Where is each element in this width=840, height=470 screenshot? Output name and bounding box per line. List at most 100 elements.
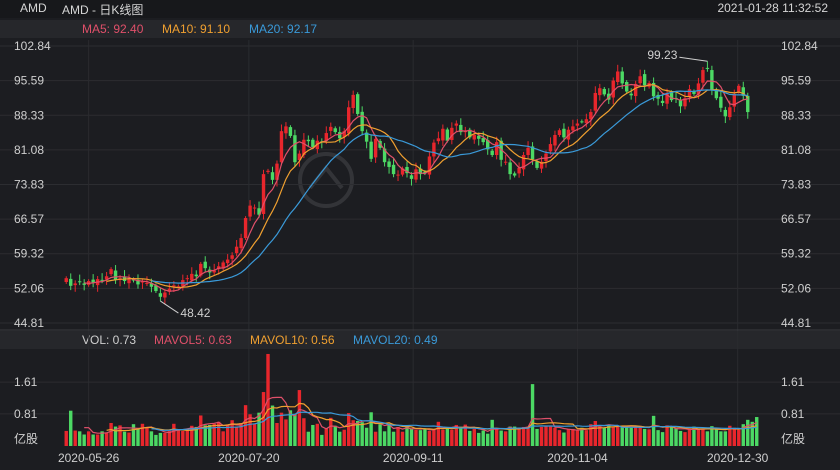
candle-body xyxy=(373,138,378,158)
volume-bar xyxy=(136,428,140,446)
volume-bar xyxy=(746,419,750,446)
candle-body xyxy=(127,278,131,284)
candle-body xyxy=(701,70,705,83)
candle-body xyxy=(73,283,77,286)
volume-bar xyxy=(315,423,320,446)
volume-tick-right: 1.61 xyxy=(781,375,805,389)
volume-bar xyxy=(248,414,252,446)
volume-bar xyxy=(167,430,172,446)
volume-bar xyxy=(131,424,136,446)
candle-body xyxy=(275,163,279,180)
candle-body xyxy=(329,126,333,131)
candle-body xyxy=(239,238,243,249)
candle-body xyxy=(642,74,647,86)
high-label: 99.23 xyxy=(647,48,677,62)
volume-bar xyxy=(212,423,216,446)
candle-body xyxy=(261,174,266,214)
date-tick: 2020-07-20 xyxy=(218,451,280,465)
candle-body xyxy=(710,70,714,90)
candle-body xyxy=(176,286,181,288)
volume-bar xyxy=(329,417,333,446)
candle-body xyxy=(746,95,750,113)
volume-bar xyxy=(526,426,530,446)
volume-bar xyxy=(109,422,113,446)
volume-bar xyxy=(342,429,346,446)
candle-body xyxy=(297,153,302,161)
candle-body xyxy=(391,164,396,175)
volume-bar xyxy=(284,419,288,446)
volume-bar xyxy=(423,429,427,446)
candle-body xyxy=(490,150,494,156)
volume-bar xyxy=(360,422,364,446)
volume-bar xyxy=(302,418,306,446)
candle-body xyxy=(199,263,203,276)
price-tick-right: 102.84 xyxy=(781,39,818,53)
volume-bar xyxy=(418,430,423,446)
date-tick: 2020-11-04 xyxy=(547,451,608,465)
volume-tick-right: 0.81 xyxy=(781,407,805,421)
volume-bar xyxy=(683,432,687,446)
volume-bar xyxy=(714,428,719,446)
volume-bar xyxy=(454,424,459,446)
ma20-line xyxy=(151,89,748,284)
mavol20-label: MAVOL20: 0.49 xyxy=(353,333,438,347)
candle-body xyxy=(553,134,557,146)
candle-body xyxy=(732,93,737,107)
volume-bar xyxy=(575,430,580,446)
candle-body xyxy=(454,123,459,126)
volume-bar xyxy=(338,431,342,446)
volume-bar xyxy=(261,392,266,446)
candle-body xyxy=(468,129,472,138)
candle-body xyxy=(266,170,270,172)
price-tick-right: 88.33 xyxy=(781,108,811,122)
candle-body xyxy=(508,162,512,175)
price-tick-left: 59.32 xyxy=(14,247,44,261)
price-tick-left: 102.84 xyxy=(14,39,51,53)
volume-bar xyxy=(373,431,378,446)
candle-body xyxy=(737,85,741,92)
volume-bar xyxy=(333,425,337,446)
volume-bar xyxy=(737,429,741,446)
candle-body xyxy=(669,92,674,101)
candle-body xyxy=(248,205,252,217)
candle-body xyxy=(611,80,615,98)
header-bar: AMD AMD - 日K线图 2021-01-28 11:32:52 xyxy=(0,0,840,18)
candle-body xyxy=(432,142,436,157)
volume-bar xyxy=(459,426,463,446)
candle-body xyxy=(624,81,629,92)
volume-bar xyxy=(409,428,414,446)
volume-bar xyxy=(122,431,127,446)
volume-bar xyxy=(472,428,476,446)
volume-bar xyxy=(562,432,566,446)
volume-bar xyxy=(270,405,275,446)
volume-bar xyxy=(642,428,647,446)
candle-body xyxy=(503,161,508,163)
volume-tick-left: 0.81 xyxy=(14,407,38,421)
candle-body xyxy=(109,269,113,275)
volume-bar xyxy=(656,430,660,446)
volume-bar xyxy=(190,425,194,446)
volume-bar xyxy=(494,428,499,446)
candle-body xyxy=(705,67,710,69)
volume-bar xyxy=(732,427,737,446)
candle-body xyxy=(234,246,239,254)
volume-bar xyxy=(660,432,665,446)
volume-bar xyxy=(91,434,95,446)
date-tick: 2020-05-26 xyxy=(58,451,120,465)
volume-bar xyxy=(127,432,131,446)
volume-bar xyxy=(463,424,467,446)
candle-body xyxy=(714,89,719,99)
volume-bar xyxy=(468,430,472,446)
candle-body xyxy=(149,282,154,287)
watermark-logo xyxy=(296,150,556,210)
candle-body xyxy=(145,282,149,284)
volume-bar xyxy=(589,424,593,446)
mavol10-label: MAVOL10: 0.56 xyxy=(250,333,335,347)
candle-body xyxy=(616,71,620,82)
price-tick-right: 59.32 xyxy=(781,247,811,261)
candle-body xyxy=(194,274,198,277)
candle-body xyxy=(396,174,400,176)
candle-body xyxy=(651,82,656,97)
